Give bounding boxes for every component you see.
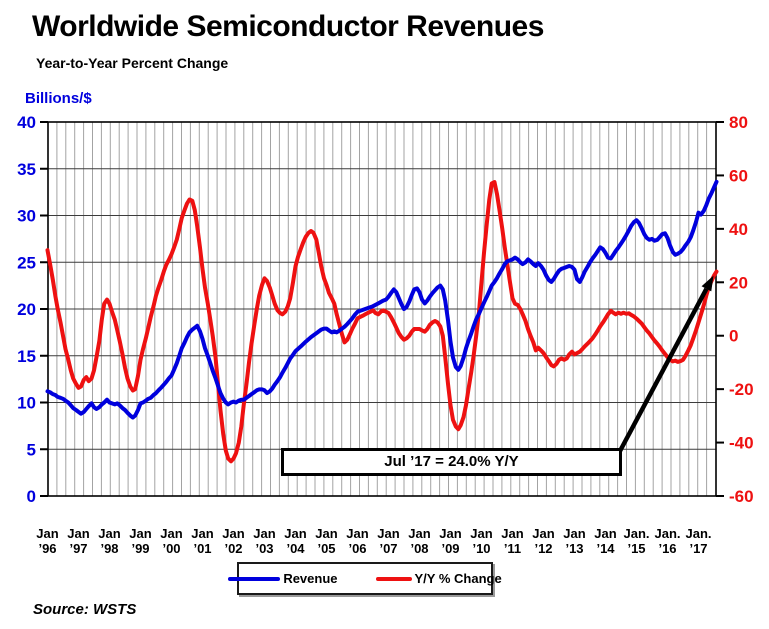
svg-text:’00: ’00 <box>162 541 180 556</box>
svg-text:’11: ’11 <box>504 541 521 556</box>
svg-text:Jan: Jan <box>532 526 554 541</box>
yoy-line-swatch <box>375 576 412 581</box>
source-note: Source: WSTS <box>33 601 137 618</box>
svg-text:’06: ’06 <box>348 541 366 556</box>
svg-text:25: 25 <box>17 253 36 272</box>
svg-text:’04: ’04 <box>286 541 305 556</box>
svg-text:’97: ’97 <box>69 541 87 556</box>
svg-text:’01: ’01 <box>193 541 211 556</box>
svg-text:40: 40 <box>729 220 748 239</box>
svg-text:Jan: Jan <box>563 526 585 541</box>
svg-text:’10: ’10 <box>472 541 490 556</box>
svg-text:60: 60 <box>729 166 748 185</box>
svg-text:-40: -40 <box>729 434 754 453</box>
svg-text:’96: ’96 <box>38 541 56 556</box>
svg-text:’15: ’15 <box>627 541 645 556</box>
legend-item-yoy: Y/Y % Change <box>375 571 502 586</box>
svg-text:5: 5 <box>27 440 36 459</box>
svg-text:’98: ’98 <box>100 541 118 556</box>
svg-text:’02: ’02 <box>224 541 242 556</box>
svg-text:’07: ’07 <box>379 541 397 556</box>
page-title: Worldwide Semiconductor Revenues <box>32 10 544 43</box>
svg-text:Jan: Jan <box>439 526 461 541</box>
legend-item-revenue: Revenue <box>228 571 338 586</box>
svg-text:Jan: Jan <box>594 526 616 541</box>
svg-text:’14: ’14 <box>596 541 615 556</box>
svg-text:0: 0 <box>729 327 738 346</box>
revenue-line-swatch <box>228 576 281 581</box>
svg-text:15: 15 <box>17 347 36 366</box>
svg-text:Jan: Jan <box>377 526 399 541</box>
left-axis-title: Billions/$ <box>25 90 92 107</box>
svg-text:Jan: Jan <box>253 526 275 541</box>
svg-text:Jan: Jan <box>346 526 368 541</box>
svg-text:’16: ’16 <box>658 541 676 556</box>
svg-text:35: 35 <box>17 160 36 179</box>
svg-text:0: 0 <box>27 487 36 506</box>
svg-text:40: 40 <box>17 113 36 132</box>
legend-label-revenue: Revenue <box>283 571 338 586</box>
svg-text:Jan: Jan <box>67 526 89 541</box>
svg-text:Jan: Jan <box>98 526 120 541</box>
svg-text:20: 20 <box>729 273 748 292</box>
svg-text:Jan: Jan <box>408 526 430 541</box>
svg-text:Jan.: Jan. <box>685 526 711 541</box>
svg-text:Jan: Jan <box>129 526 151 541</box>
svg-text:-20: -20 <box>729 380 754 399</box>
svg-text:10: 10 <box>17 394 36 413</box>
legend-label-yoy: Y/Y % Change <box>414 571 502 586</box>
svg-text:Jan: Jan <box>315 526 337 541</box>
svg-text:Jan: Jan <box>470 526 492 541</box>
svg-text:80: 80 <box>729 113 748 132</box>
svg-text:’05: ’05 <box>317 541 335 556</box>
svg-text:Jan: Jan <box>191 526 213 541</box>
svg-text:Jan: Jan <box>222 526 244 541</box>
svg-text:Jan: Jan <box>501 526 523 541</box>
svg-text:Jan: Jan <box>284 526 306 541</box>
legend: Revenue Y/Y % Change <box>228 562 502 595</box>
svg-text:Jan: Jan <box>160 526 182 541</box>
svg-text:’12: ’12 <box>534 541 552 556</box>
annotation-callout: Jul ’17 = 24.0% Y/Y <box>281 448 622 476</box>
svg-text:Jan.: Jan. <box>654 526 680 541</box>
svg-text:’03: ’03 <box>255 541 273 556</box>
page-subtitle: Year-to-Year Percent Change <box>36 55 229 71</box>
svg-text:’08: ’08 <box>410 541 428 556</box>
svg-text:-60: -60 <box>729 487 754 506</box>
svg-text:’09: ’09 <box>441 541 459 556</box>
svg-text:’99: ’99 <box>131 541 149 556</box>
svg-text:’17: ’17 <box>689 541 707 556</box>
svg-text:’13: ’13 <box>565 541 583 556</box>
svg-text:30: 30 <box>17 207 36 226</box>
svg-text:Jan: Jan <box>36 526 58 541</box>
svg-text:Jan.: Jan. <box>623 526 649 541</box>
svg-text:20: 20 <box>17 300 36 319</box>
